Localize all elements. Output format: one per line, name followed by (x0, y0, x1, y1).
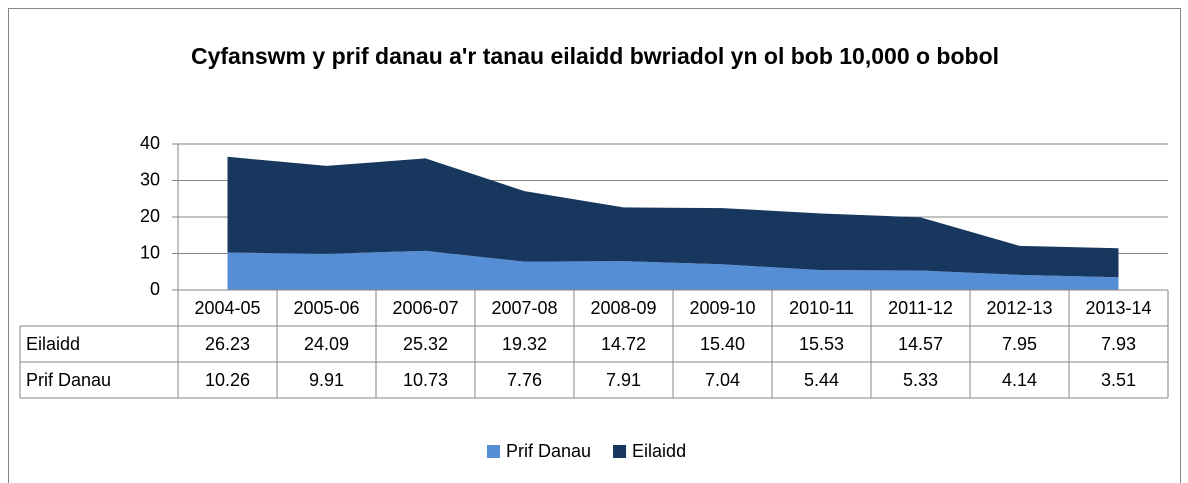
table-cell: 24.09 (304, 334, 349, 354)
table-cell: 15.53 (799, 334, 844, 354)
x-tick-label: 2011-12 (888, 298, 953, 318)
legend-label: Eilaidd (632, 441, 686, 461)
x-tick-label: 2005-06 (293, 298, 359, 318)
table-cell: 5.44 (804, 370, 839, 390)
y-tick-label: 0 (150, 279, 160, 299)
table-cell: 7.95 (1002, 334, 1037, 354)
table-cell: 26.23 (205, 334, 250, 354)
table-cell: 7.76 (507, 370, 542, 390)
table-row-label: Prif Danau (26, 370, 111, 390)
area (227, 250, 1119, 290)
x-tick-label: 2004-05 (194, 298, 260, 318)
x-tick-label: 2009-10 (689, 298, 755, 318)
y-tick-label: 30 (140, 169, 160, 189)
x-tick-label: 2010-11 (789, 298, 854, 318)
x-tick-label: 2006-07 (392, 298, 458, 318)
table-cell: 5.33 (903, 370, 938, 390)
table-cell: 7.04 (705, 370, 740, 390)
legend-swatch (487, 445, 500, 458)
y-tick-label: 10 (140, 242, 160, 262)
table-cell: 19.32 (502, 334, 547, 354)
table-cell: 7.91 (606, 370, 641, 390)
chart-frame (8, 8, 1181, 483)
table-cell: 25.32 (403, 334, 448, 354)
y-tick-label: 20 (140, 206, 160, 226)
chart-title: Cyfanswm y prif danau a'r tanau eilaidd … (190, 43, 1000, 69)
x-tick-label: 2013-14 (1085, 298, 1151, 318)
legend-label: Prif Danau (506, 441, 591, 461)
table-cell: 14.57 (898, 334, 943, 354)
x-tick-label: 2008-09 (590, 298, 656, 318)
table-row-label: Eilaidd (26, 334, 80, 354)
table-cell: 7.93 (1101, 334, 1136, 354)
x-tick-label: 2012-13 (986, 298, 1052, 318)
x-tick-label: 2007-08 (491, 298, 557, 318)
table-cell: 10.73 (403, 370, 448, 390)
table-cell: 10.26 (205, 370, 250, 390)
area (227, 156, 1119, 278)
legend-swatch (613, 445, 627, 458)
table-cell: 3.51 (1101, 370, 1136, 390)
y-tick-label: 40 (140, 133, 160, 153)
table-cell: 4.14 (1002, 370, 1037, 390)
table-cell: 9.91 (309, 370, 344, 390)
table-cell: 14.72 (601, 334, 646, 354)
table-cell: 15.40 (700, 334, 745, 354)
